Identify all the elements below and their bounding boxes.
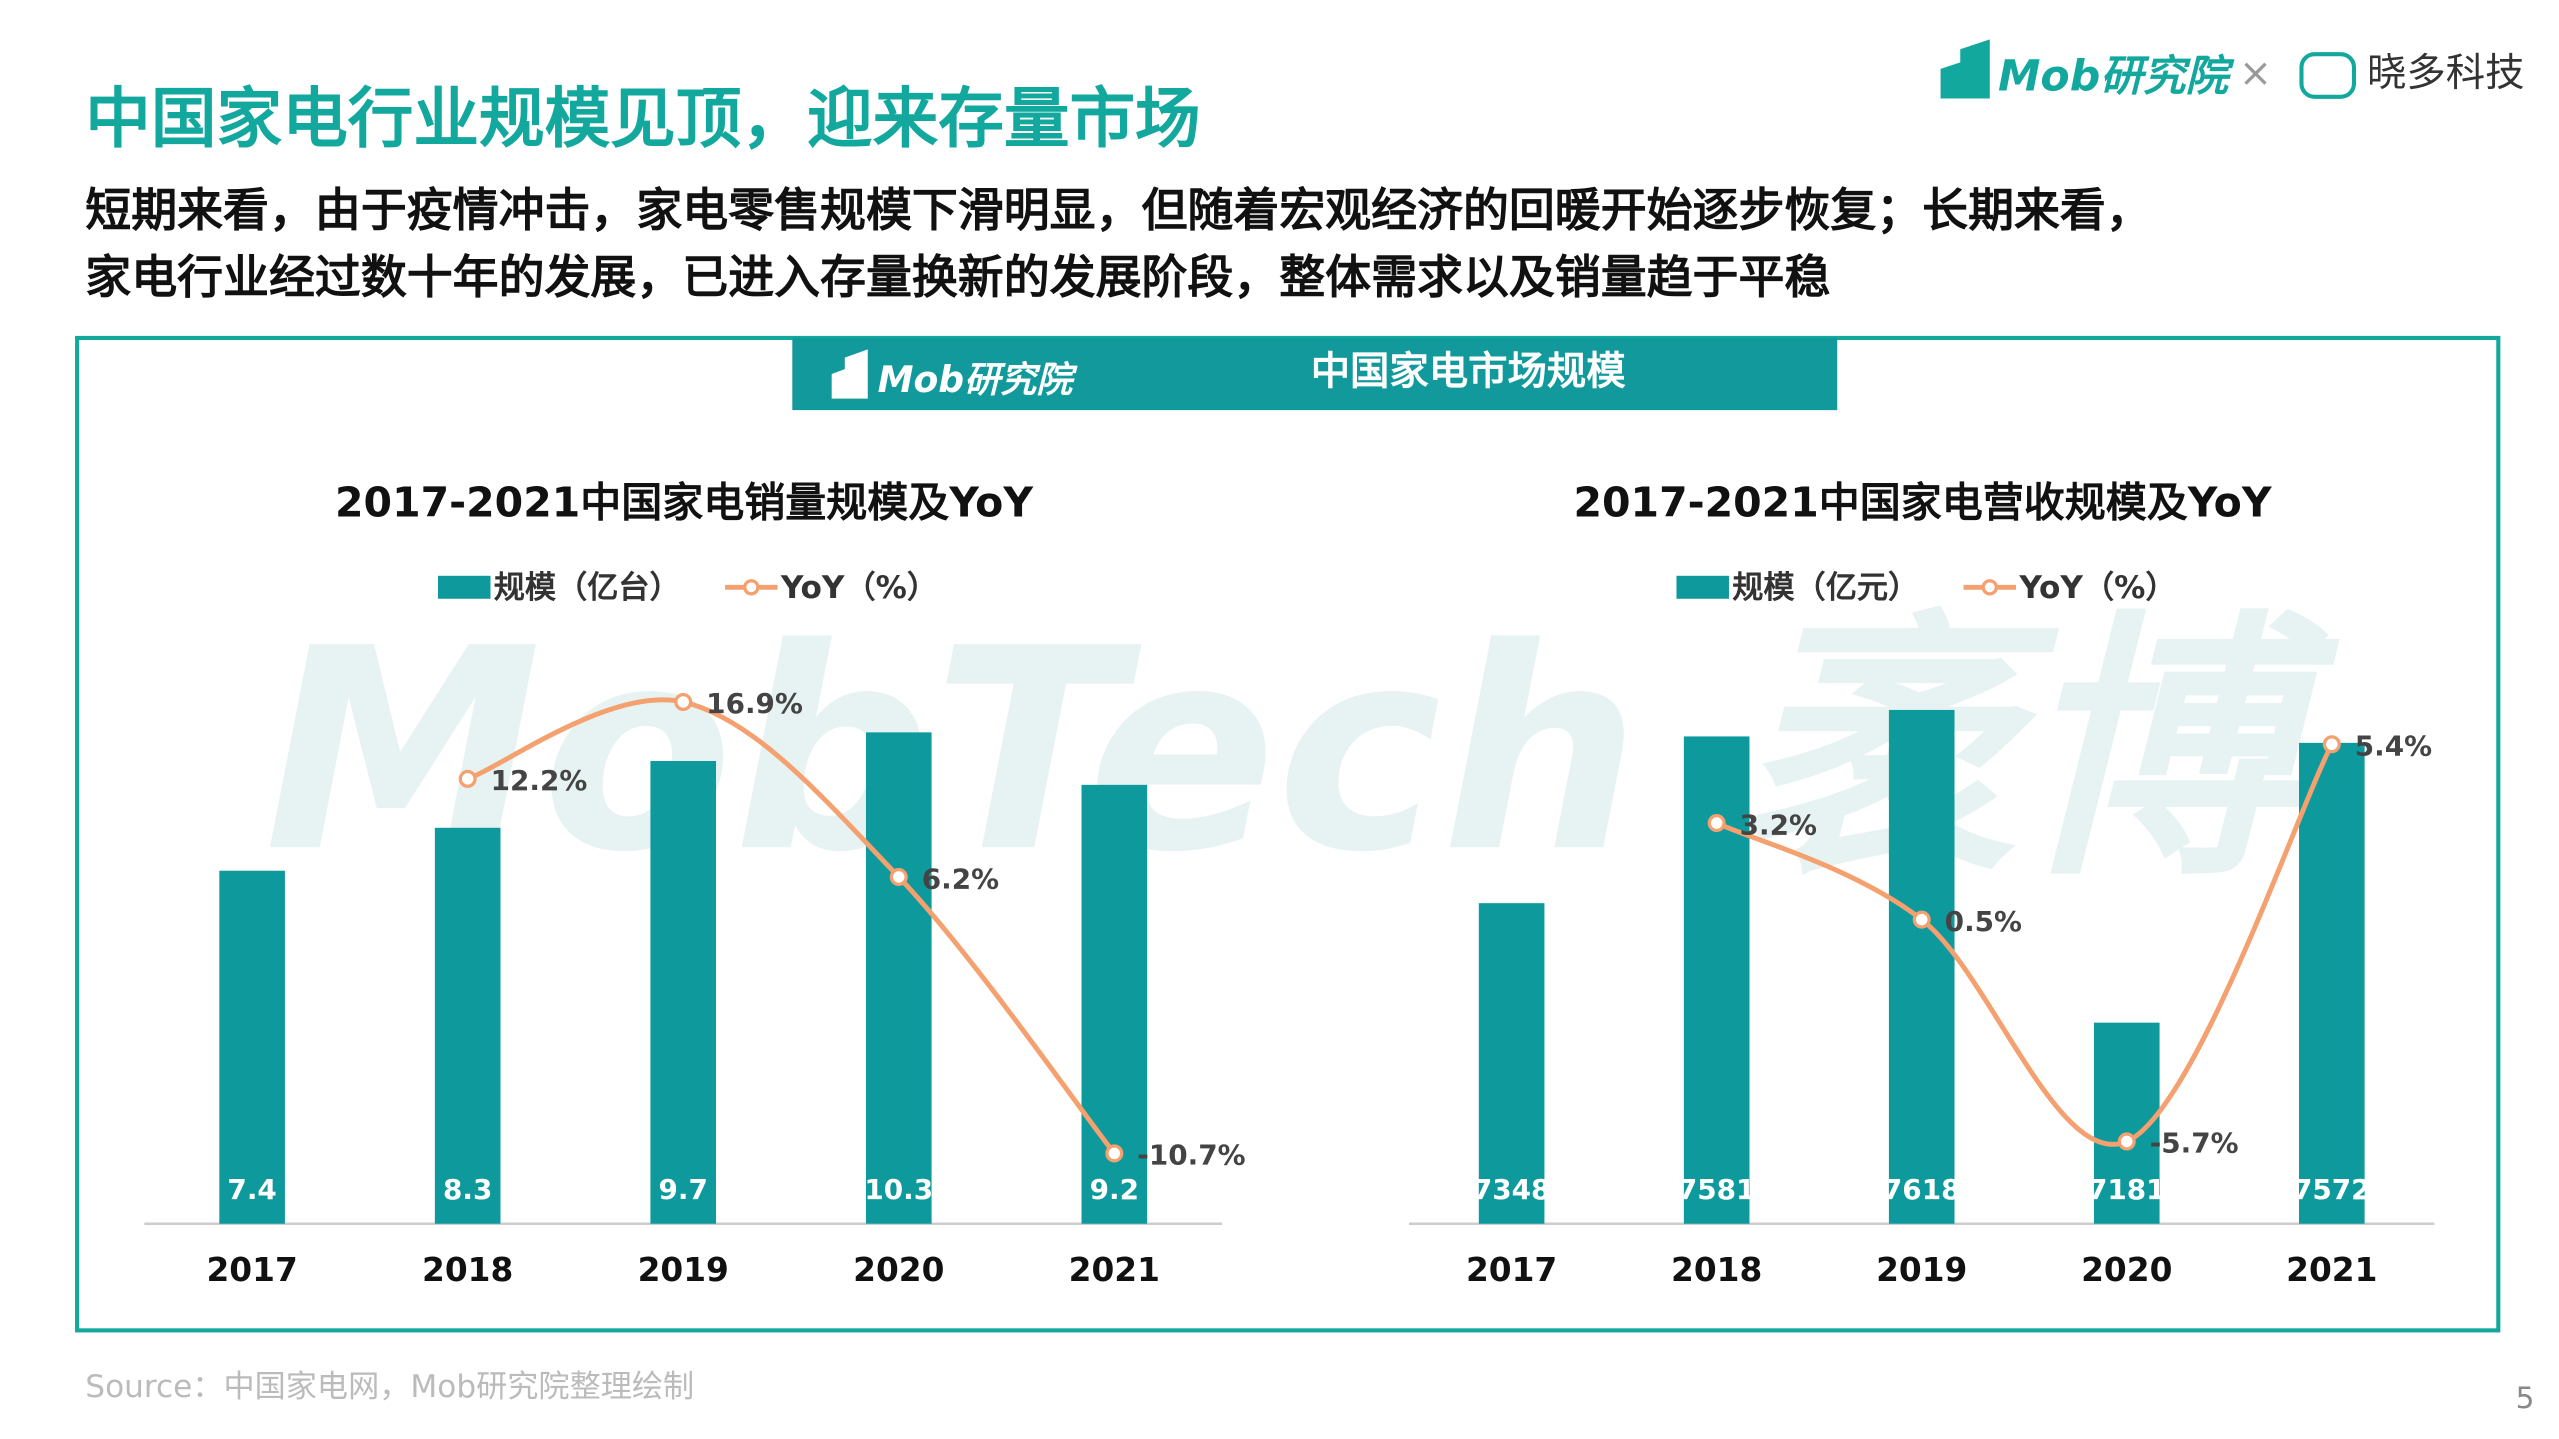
bar-label: 9.2 xyxy=(1090,1173,1139,1206)
point-label: -10.7% xyxy=(1137,1139,1245,1172)
legend-label: 规模（亿元） xyxy=(1732,570,1919,606)
x-tick-label: 2021 xyxy=(2286,1251,2377,1289)
point xyxy=(1912,910,1931,929)
bar-label: 7.4 xyxy=(227,1173,276,1206)
separator: × xyxy=(2239,50,2272,96)
bar xyxy=(434,827,501,1224)
point-label: 3.2% xyxy=(1740,808,1817,841)
page-title: 中国家电行业规模见顶，迎来存量市场 xyxy=(85,81,1200,157)
chart-title: 2017-2021中国家电营收规模及YoY xyxy=(1574,478,2273,526)
point xyxy=(1707,813,1726,833)
partner-icon xyxy=(2299,52,2357,99)
point xyxy=(889,867,908,887)
point-label: 12.2% xyxy=(491,764,588,797)
chart-title: 2017-2021中国家电销量规模及YoY xyxy=(335,478,1034,526)
point-label: -5.7% xyxy=(2150,1127,2239,1160)
point xyxy=(2117,1132,2136,1151)
panel-header xyxy=(792,337,1838,411)
subtitle: 短期来看，由于疫情冲击，家电零售规模下滑明显，但随着宏观经济的回暖开始逐步恢复；… xyxy=(85,183,2151,237)
x-tick-label: 2017 xyxy=(206,1251,297,1289)
legend-swatch xyxy=(1981,579,1998,596)
partner: 晓多科技 xyxy=(2367,50,2524,96)
legend-label: 规模（亿台） xyxy=(494,570,681,606)
bar xyxy=(219,870,285,1224)
line xyxy=(466,697,1117,1155)
bar-label: 7572 xyxy=(2293,1173,2371,1206)
bar-label: 7618 xyxy=(1883,1173,1961,1206)
bar-label: 9.7 xyxy=(659,1173,708,1206)
bar xyxy=(650,760,717,1224)
x-tick-label: 2020 xyxy=(2081,1251,2172,1289)
point-label: 0.5% xyxy=(1945,905,2022,938)
bar-label: 7581 xyxy=(1678,1173,1756,1206)
panel-title: 中国家电市场规模 xyxy=(1311,349,1627,395)
legend-label: YoY（%） xyxy=(2018,570,2176,606)
x-tick-label: 2018 xyxy=(1671,1251,1762,1289)
point xyxy=(2322,735,2341,754)
bar xyxy=(2298,742,2365,1224)
point-label: 5.4% xyxy=(2355,730,2432,763)
point-label: 6.2% xyxy=(922,862,999,895)
legend-swatch xyxy=(743,579,760,596)
source: Source：中国家电网，Mob研究院整理绘制 xyxy=(85,1369,694,1405)
bar xyxy=(1478,903,1545,1224)
bar xyxy=(1888,709,1955,1224)
legend-label: YoY（%） xyxy=(780,570,938,606)
x-tick-label: 2018 xyxy=(422,1251,513,1289)
x-tick-label: 2019 xyxy=(638,1251,729,1289)
bar-label: 10.3 xyxy=(864,1173,933,1206)
point-label: 16.9% xyxy=(706,687,803,720)
x-tick-label: 2019 xyxy=(1876,1251,1967,1289)
charts: 2017-2021中国家电销量规模及YoY 规模（亿台） YoY（%） 2017 201… xyxy=(144,478,2435,1289)
panel-logo: Mob研究院 xyxy=(878,359,1079,401)
bar-label: 7348 xyxy=(1473,1173,1551,1206)
legend-swatch xyxy=(437,575,491,599)
bar-label: 7181 xyxy=(2088,1173,2166,1206)
logo-icon xyxy=(1940,39,1990,99)
bar xyxy=(865,732,932,1224)
panel-logo-icon xyxy=(831,349,868,399)
logo: Mob研究院 xyxy=(1998,51,2235,101)
bar-label: 8.3 xyxy=(443,1173,492,1206)
point xyxy=(674,692,693,711)
subtitle: 家电行业经过数十年的发展，已进入存量换新的发展阶段，整体需求以及销量趋于平稳 xyxy=(85,250,1830,304)
point xyxy=(1105,1144,1124,1163)
legend-swatch xyxy=(1676,575,1729,599)
line xyxy=(1715,743,2334,1147)
x-tick-label: 2021 xyxy=(1069,1251,1160,1289)
watermark: MobTech 袤博 xyxy=(264,588,2343,913)
x-tick-label: 2020 xyxy=(853,1251,944,1289)
point xyxy=(458,769,477,788)
page-number: 5 xyxy=(2516,1381,2535,1415)
x-tick-label: 2017 xyxy=(1466,1251,1557,1289)
